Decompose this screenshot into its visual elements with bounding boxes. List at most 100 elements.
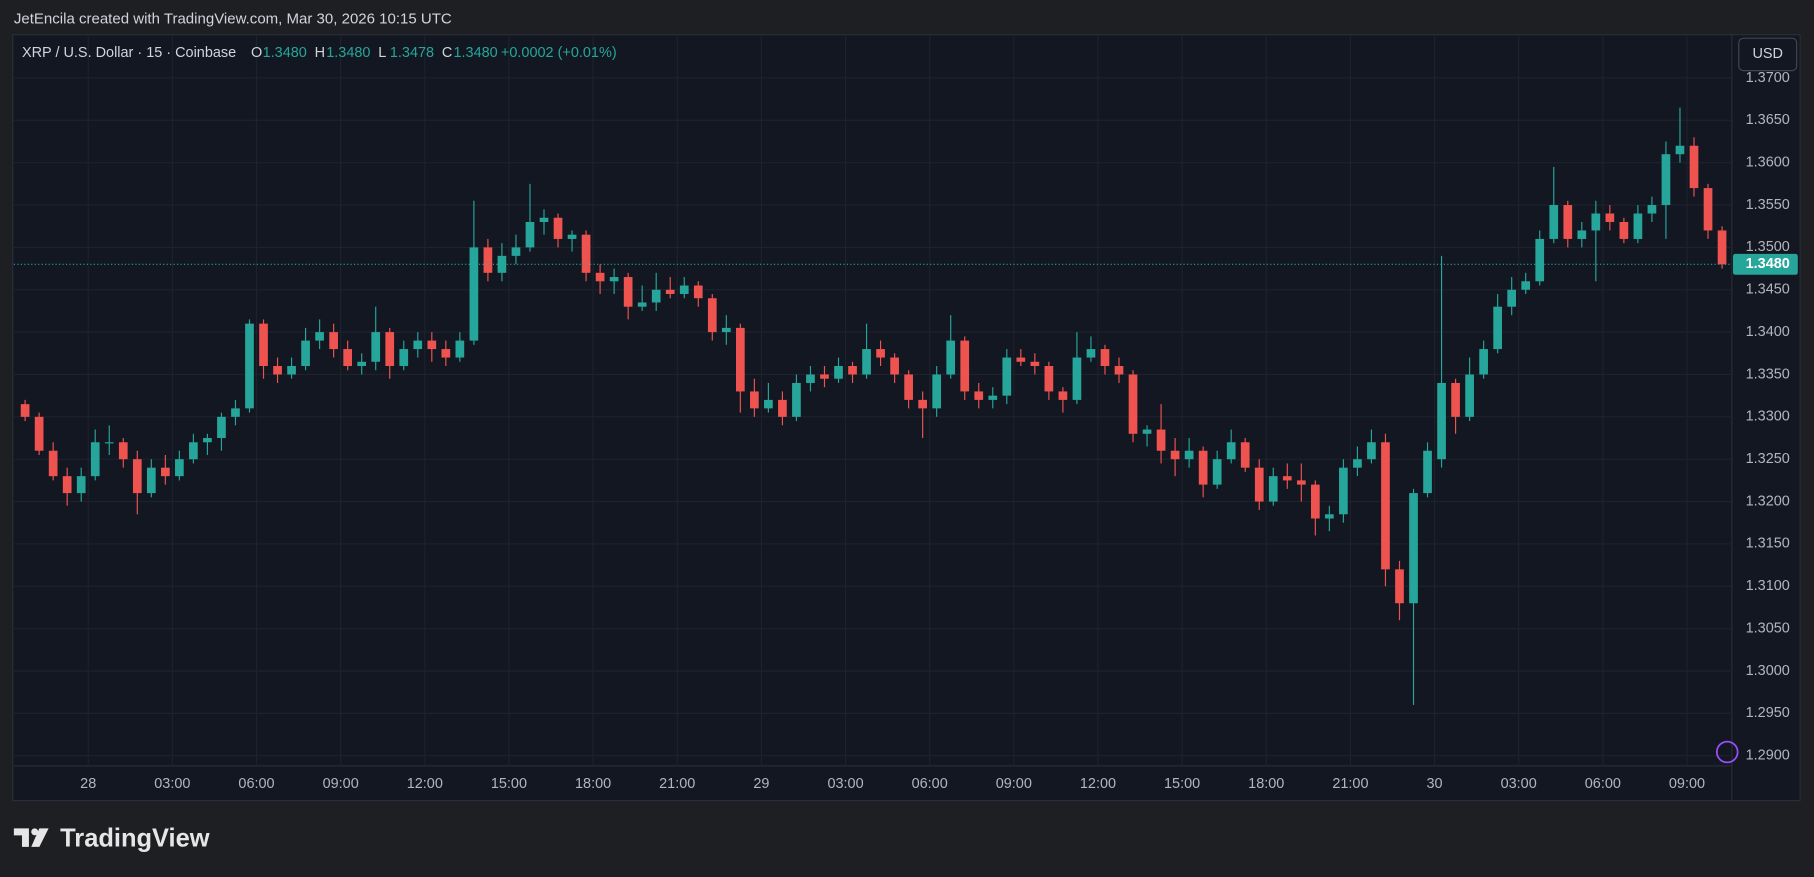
- candle-body: [497, 255, 507, 273]
- candle-body: [1044, 366, 1054, 392]
- assistant-icon[interactable]: [1715, 740, 1739, 764]
- candle-body: [20, 404, 30, 417]
- y-tick-label: 1.3400: [1746, 324, 1790, 340]
- candle-body: [1605, 213, 1615, 222]
- candle-body: [1339, 467, 1348, 515]
- ohlc-key: O: [251, 45, 262, 61]
- candle-body: [301, 340, 310, 367]
- y-tick-label: 1.3600: [1746, 154, 1790, 170]
- candle-body: [651, 289, 661, 303]
- candle-body: [1114, 366, 1124, 375]
- x-tick-label: 28: [80, 776, 96, 792]
- y-tick-label: 1.3150: [1746, 536, 1790, 552]
- candle-body: [385, 332, 395, 367]
- y-tick-label: 1.2900: [1746, 748, 1790, 764]
- candle-body: [932, 374, 942, 409]
- candle-body: [1451, 382, 1460, 417]
- candle-body: [1675, 145, 1685, 155]
- candle-body: [273, 366, 282, 375]
- y-tick-label: 1.3700: [1746, 70, 1790, 86]
- candle-body: [315, 332, 324, 341]
- x-tick-label: 18:00: [575, 776, 611, 792]
- x-tick-label: 12:00: [407, 776, 443, 792]
- candle-body: [1156, 429, 1166, 451]
- x-tick-label: 06:00: [1585, 776, 1621, 792]
- candle-body: [904, 374, 913, 400]
- candle-body: [469, 247, 479, 341]
- candle-body: [427, 340, 437, 350]
- candle-body: [778, 399, 787, 417]
- candle-body: [1100, 349, 1110, 367]
- y-tick-label: 1.3300: [1746, 409, 1790, 425]
- candle-body: [104, 442, 114, 444]
- ohlc-value: 1.3480: [263, 45, 307, 61]
- chart-panel: [12, 34, 1801, 802]
- x-tick-label: 09:00: [1669, 776, 1705, 792]
- candle-body: [988, 395, 998, 400]
- candle-body: [1633, 213, 1643, 239]
- candle-body: [1310, 484, 1320, 519]
- x-tick-label: 03:00: [1501, 776, 1537, 792]
- legend: XRP / U.S. Dollar · 15 · Coinbase O 1.348…: [22, 45, 617, 61]
- candle-body: [1717, 230, 1727, 265]
- x-tick-label: 29: [753, 776, 769, 792]
- y-tick-label: 1.3200: [1746, 493, 1790, 509]
- candle-body: [1282, 476, 1292, 481]
- candle-body: [413, 340, 423, 350]
- candle-body: [609, 277, 619, 282]
- candle-body: [483, 247, 493, 273]
- candle-body: [160, 467, 170, 477]
- x-tick-label: 03:00: [827, 776, 863, 792]
- candle-body: [1086, 349, 1096, 358]
- candle-body: [1240, 442, 1250, 468]
- candle-body: [581, 234, 591, 273]
- candle-body: [1549, 205, 1559, 239]
- y-tick-label: 1.3100: [1746, 578, 1790, 594]
- candle-body: [371, 332, 381, 362]
- candle-body: [525, 221, 535, 248]
- currency-button[interactable]: [1738, 37, 1798, 72]
- candle-body: [539, 217, 549, 222]
- last-price-label: 1.3480: [1746, 256, 1790, 272]
- y-tick-label: 1.3500: [1746, 239, 1790, 255]
- candle-body: [441, 349, 451, 358]
- candle-body: [455, 340, 465, 358]
- x-tick-label: 09:00: [323, 776, 359, 792]
- candle-body: [76, 476, 86, 494]
- candle-body: [1058, 391, 1068, 400]
- change: +0.0002 (+0.01%): [501, 45, 617, 61]
- candle-body: [245, 323, 254, 409]
- candle-body: [48, 450, 58, 477]
- candle-body: [1268, 476, 1278, 502]
- candle-body: [1661, 154, 1671, 206]
- candle-body: [1493, 306, 1503, 350]
- candle-body: [960, 340, 970, 392]
- candle-body: [735, 327, 745, 392]
- x-tick-label: 12:00: [1080, 776, 1116, 792]
- symbol: XRP / U.S. Dollar · 15 · Coinbase: [22, 45, 236, 61]
- x-tick-label: 21:00: [659, 776, 695, 792]
- y-tick-label: 1.3000: [1746, 663, 1790, 679]
- candle-body: [1409, 493, 1418, 604]
- candle-body: [764, 399, 773, 409]
- attribution: JetEncila created with TradingView.com, …: [14, 11, 452, 28]
- candle-body: [918, 399, 928, 409]
- candle-body: [217, 416, 226, 439]
- x-tick-label: 03:00: [154, 776, 190, 792]
- candle-body: [1296, 480, 1306, 485]
- candle-body: [637, 302, 647, 307]
- candle-body: [834, 366, 843, 379]
- currency-label: USD: [1752, 46, 1783, 62]
- candles: [20, 107, 1727, 705]
- candle-body: [1591, 213, 1601, 231]
- candle-body: [1226, 442, 1236, 460]
- y-tick-label: 1.3050: [1746, 620, 1790, 636]
- ohlc-key: C: [442, 45, 452, 61]
- candle-body: [707, 298, 717, 333]
- candle-body: [1437, 382, 1446, 460]
- candle-body: [132, 459, 142, 494]
- candle-body: [1647, 205, 1657, 214]
- candle-body: [750, 391, 759, 409]
- x-tick-label: 06:00: [238, 776, 274, 792]
